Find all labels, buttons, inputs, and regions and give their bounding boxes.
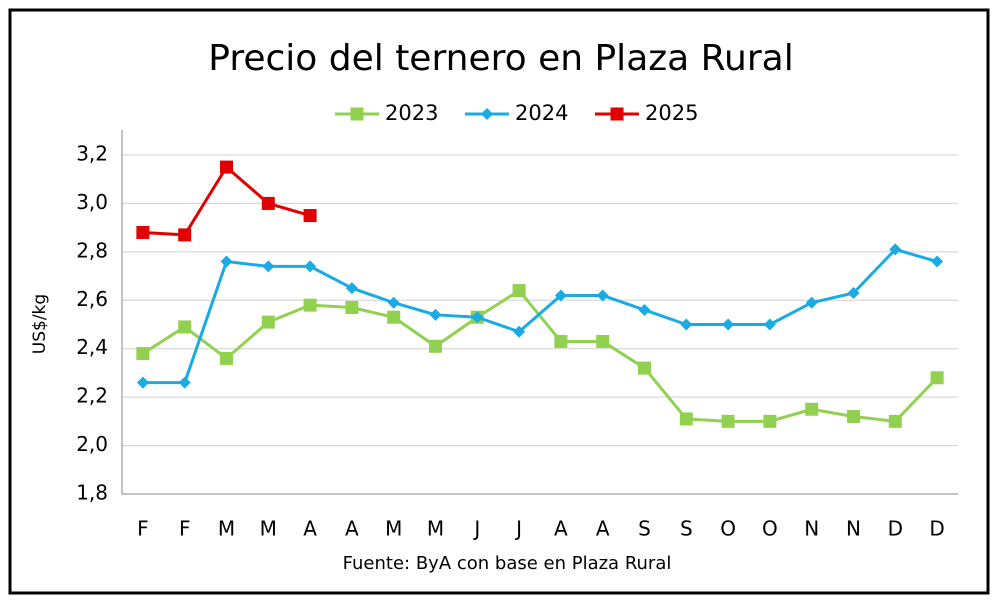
x-tick-label: A <box>554 517 568 541</box>
legend-label: 2024 <box>515 101 568 125</box>
data-point <box>680 318 693 331</box>
x-tick-label: S <box>638 517 651 541</box>
data-point <box>136 347 150 361</box>
x-tick-label: D <box>929 517 944 541</box>
data-point <box>303 298 317 312</box>
data-point <box>930 371 944 385</box>
x-tick-label: F <box>137 517 149 541</box>
data-point <box>220 255 233 268</box>
legend-label: 2023 <box>385 101 438 125</box>
data-point <box>178 228 192 242</box>
data-point <box>261 315 275 329</box>
data-point <box>889 243 902 256</box>
data-point <box>596 289 609 302</box>
chart-frame <box>8 8 990 595</box>
y-axis-label: US$/kg <box>30 294 50 354</box>
data-point <box>931 255 944 268</box>
x-tick-label: J <box>472 517 480 541</box>
data-point <box>136 225 150 239</box>
data-point <box>805 402 819 416</box>
data-point <box>345 282 358 295</box>
x-tick-label: A <box>596 517 610 541</box>
y-tick-label: 3,2 <box>76 142 108 166</box>
data-point <box>763 414 777 428</box>
data-point <box>679 412 693 426</box>
data-point <box>178 376 191 389</box>
x-tick-label: M <box>427 517 444 541</box>
series-line <box>142 289 939 423</box>
y-tick-label: 2,8 <box>76 238 108 262</box>
data-point <box>847 410 860 424</box>
legend-label: 2025 <box>645 101 698 125</box>
data-point <box>429 339 442 353</box>
y-tick-label: 2,4 <box>76 335 108 359</box>
data-point <box>220 351 233 365</box>
data-point <box>888 414 902 428</box>
data-point <box>262 260 275 273</box>
data-point <box>805 296 818 309</box>
source-note: Fuente: ByA con base en Plaza Rural <box>343 553 672 574</box>
data-point <box>847 287 860 300</box>
data-point <box>596 334 610 348</box>
x-tick-label: M <box>385 517 402 541</box>
x-tick-label: N <box>804 517 819 541</box>
legend-marker <box>350 107 364 121</box>
x-tick-label: M <box>218 517 235 541</box>
data-point <box>722 318 735 331</box>
y-tick-label: 2,0 <box>76 432 108 456</box>
x-tick-label: A <box>345 517 359 541</box>
y-tick-label: 2,2 <box>76 384 108 408</box>
x-tick-label: M <box>260 517 277 541</box>
data-point <box>721 414 735 428</box>
data-point <box>471 311 484 324</box>
data-point <box>763 318 776 331</box>
data-point <box>554 334 568 348</box>
data-point <box>513 325 526 338</box>
data-point <box>554 289 567 302</box>
data-point <box>345 301 359 315</box>
data-point <box>387 296 400 309</box>
x-tick-label: F <box>179 517 191 541</box>
data-point <box>178 320 192 334</box>
x-tick-label: A <box>303 517 317 541</box>
x-tick-label: O <box>720 517 736 541</box>
data-point <box>638 361 651 375</box>
data-point <box>429 308 442 321</box>
data-point <box>387 310 401 324</box>
data-point <box>136 376 149 389</box>
series-line <box>142 247 938 385</box>
legend-marker <box>610 107 624 121</box>
y-tick-label: 1,8 <box>76 481 108 505</box>
data-point <box>303 209 317 223</box>
legend-marker <box>481 108 493 120</box>
x-tick-label: J <box>514 517 522 541</box>
y-tick-label: 3,0 <box>76 190 108 214</box>
data-point <box>638 303 651 316</box>
data-point <box>261 196 275 210</box>
x-tick-label: O <box>762 517 778 541</box>
chart-title: Precio del ternero en Plaza Rural <box>208 38 793 79</box>
y-tick-label: 2,6 <box>76 287 108 311</box>
x-tick-label: S <box>680 517 693 541</box>
data-point <box>512 284 526 298</box>
data-point <box>220 160 233 174</box>
data-point <box>304 260 317 273</box>
x-tick-label: N <box>846 517 861 541</box>
x-tick-label: D <box>888 517 903 541</box>
